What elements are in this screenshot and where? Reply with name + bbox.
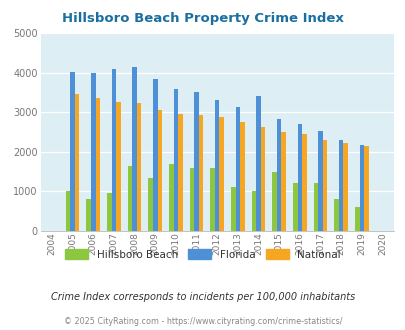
Bar (198, 115, 203, 231)
Bar (256, 96, 260, 231)
Bar (75, 94, 79, 231)
Bar (168, 164, 173, 231)
Bar (132, 67, 136, 231)
Bar (70, 72, 75, 231)
Bar (136, 104, 141, 231)
Bar (260, 127, 265, 231)
Bar (66, 191, 70, 231)
Bar (343, 143, 347, 231)
Text: © 2025 CityRating.com - https://www.cityrating.com/crime-statistics/: © 2025 CityRating.com - https://www.city… (64, 317, 341, 326)
Bar (354, 207, 359, 231)
Bar (235, 107, 239, 231)
Bar (333, 199, 338, 231)
Legend: Hillsboro Beach, Florida, National: Hillsboro Beach, Florida, National (61, 245, 344, 264)
Bar (297, 124, 301, 231)
Bar (189, 168, 194, 231)
Bar (292, 183, 297, 231)
Bar (281, 132, 285, 231)
Bar (272, 172, 276, 231)
Bar (363, 146, 368, 231)
Bar (301, 134, 306, 231)
Bar (148, 178, 153, 231)
Bar (313, 183, 318, 231)
Bar (338, 140, 343, 231)
Bar (239, 122, 244, 231)
Bar (111, 69, 116, 231)
Bar (91, 73, 95, 231)
Text: Crime Index corresponds to incidents per 100,000 inhabitants: Crime Index corresponds to incidents per… (51, 292, 354, 302)
Bar (276, 119, 281, 231)
Bar (359, 146, 363, 231)
Bar (322, 140, 326, 231)
Bar (116, 102, 120, 231)
Bar (178, 114, 182, 231)
Bar (210, 168, 214, 231)
Bar (153, 79, 157, 231)
Bar (214, 100, 219, 231)
Text: Hillsboro Beach Property Crime Index: Hillsboro Beach Property Crime Index (62, 12, 343, 24)
Bar (219, 117, 224, 231)
Bar (95, 98, 100, 231)
Bar (107, 193, 111, 231)
Bar (157, 110, 162, 231)
Bar (251, 191, 256, 231)
Bar (194, 92, 198, 231)
Bar (128, 166, 132, 231)
Bar (318, 131, 322, 231)
Bar (86, 199, 91, 231)
Bar (230, 187, 235, 231)
Bar (173, 89, 178, 231)
